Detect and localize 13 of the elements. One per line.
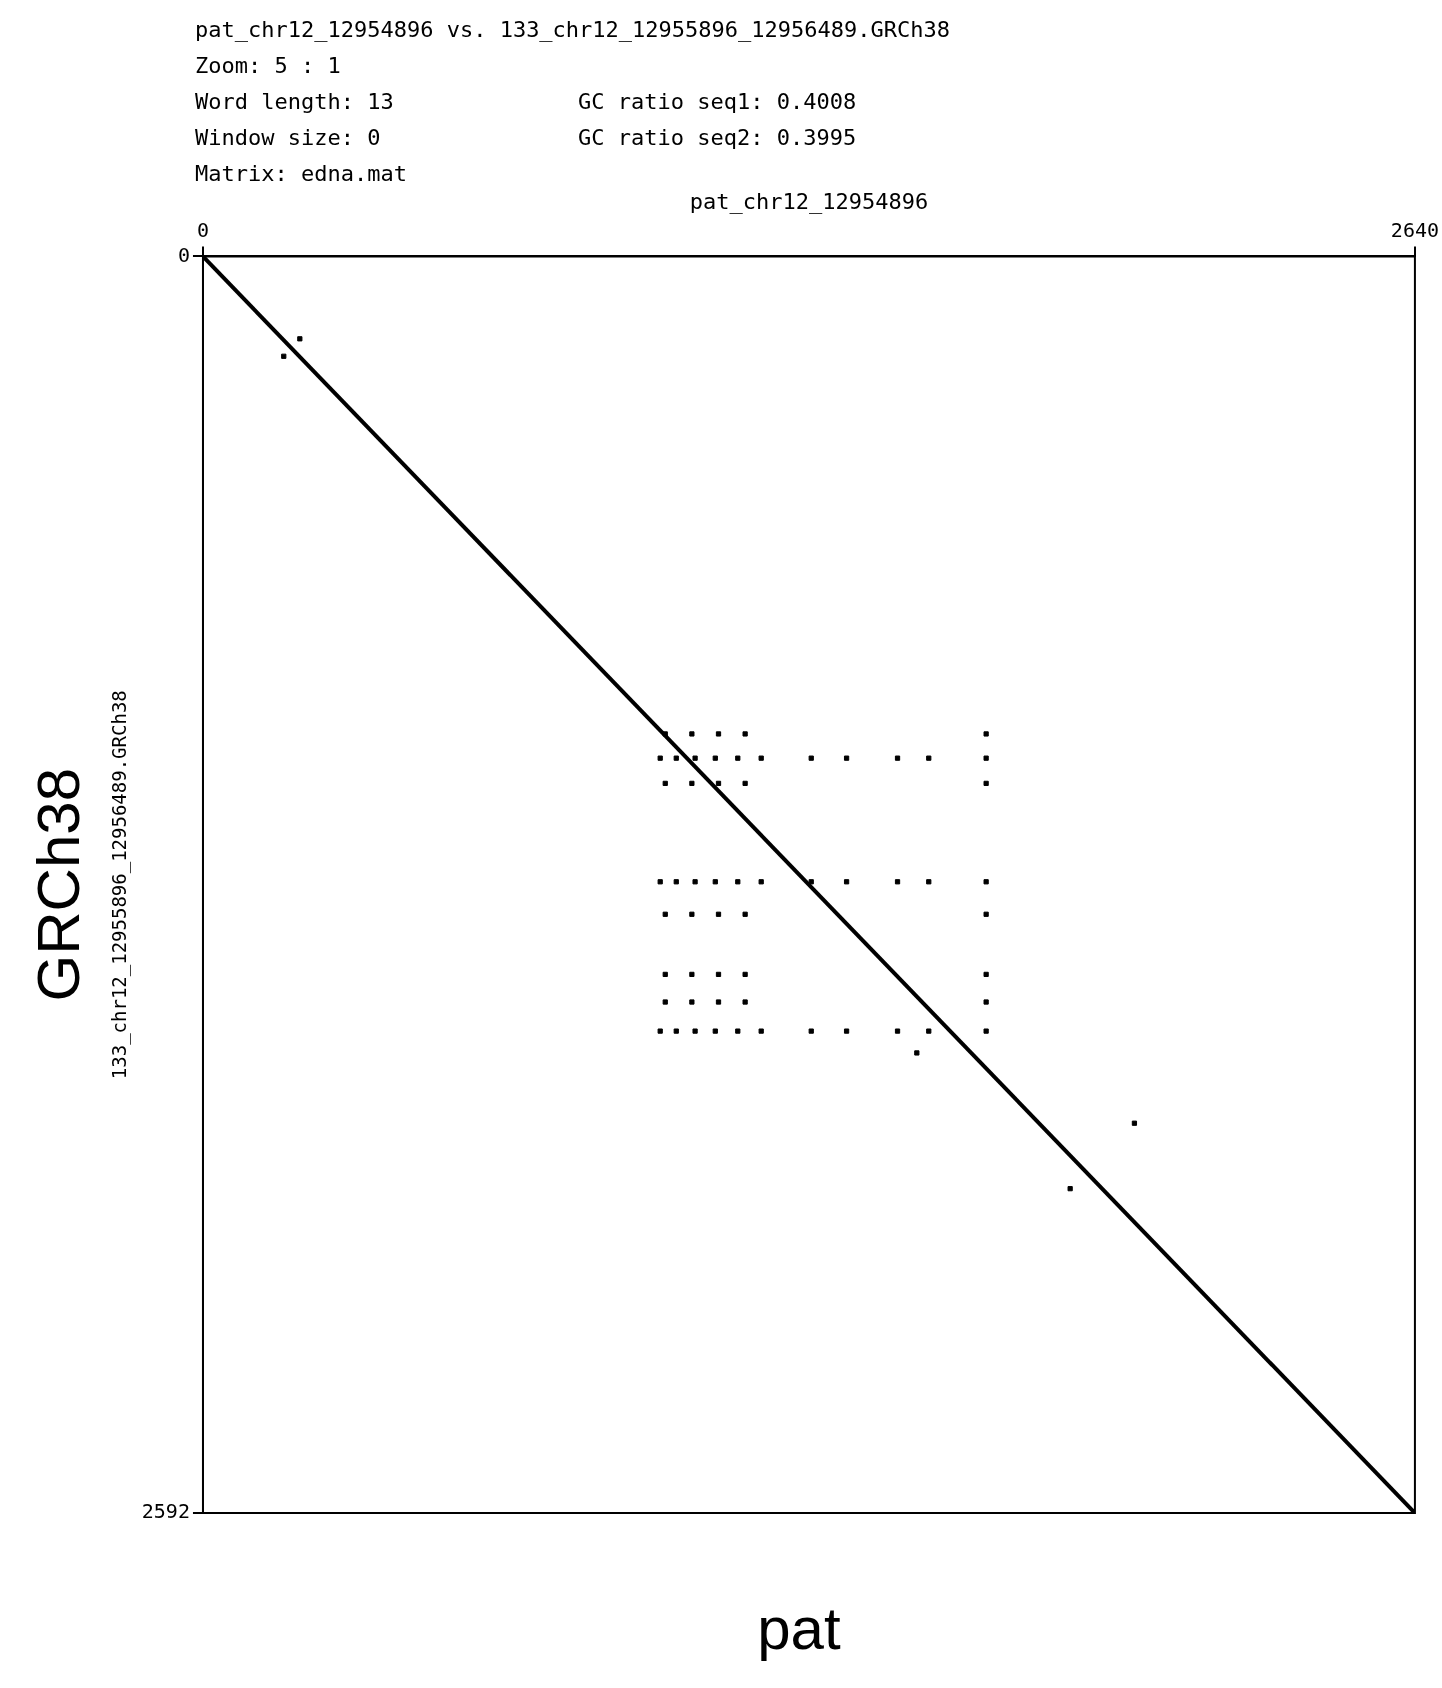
y-axis-title: 133_chr12_12955896_12956489.GRCh38 — [108, 690, 132, 1080]
chart-title: pat_chr12_12954896 vs. 133_chr12_12955896_12956489.GRCh38 — [195, 16, 950, 42]
text: Matrix: edna.mat — [195, 160, 407, 186]
text: GC ratio seq1: 0.4008 — [578, 88, 857, 114]
text: Zoom: 5 : 1 — [195, 52, 341, 78]
text: pat — [757, 1594, 841, 1662]
text: GRCh38 — [24, 767, 92, 1002]
y-tick-label: 2592 — [141, 1499, 190, 1524]
x-tick-label: 2640 — [1390, 217, 1439, 242]
x-axis-title: pat_chr12_12954896 — [689, 188, 929, 214]
text: Word length: 13 — [195, 88, 394, 114]
text: Window size: 0 — [195, 124, 381, 150]
text: GC ratio seq2: 0.3995 — [578, 124, 857, 150]
